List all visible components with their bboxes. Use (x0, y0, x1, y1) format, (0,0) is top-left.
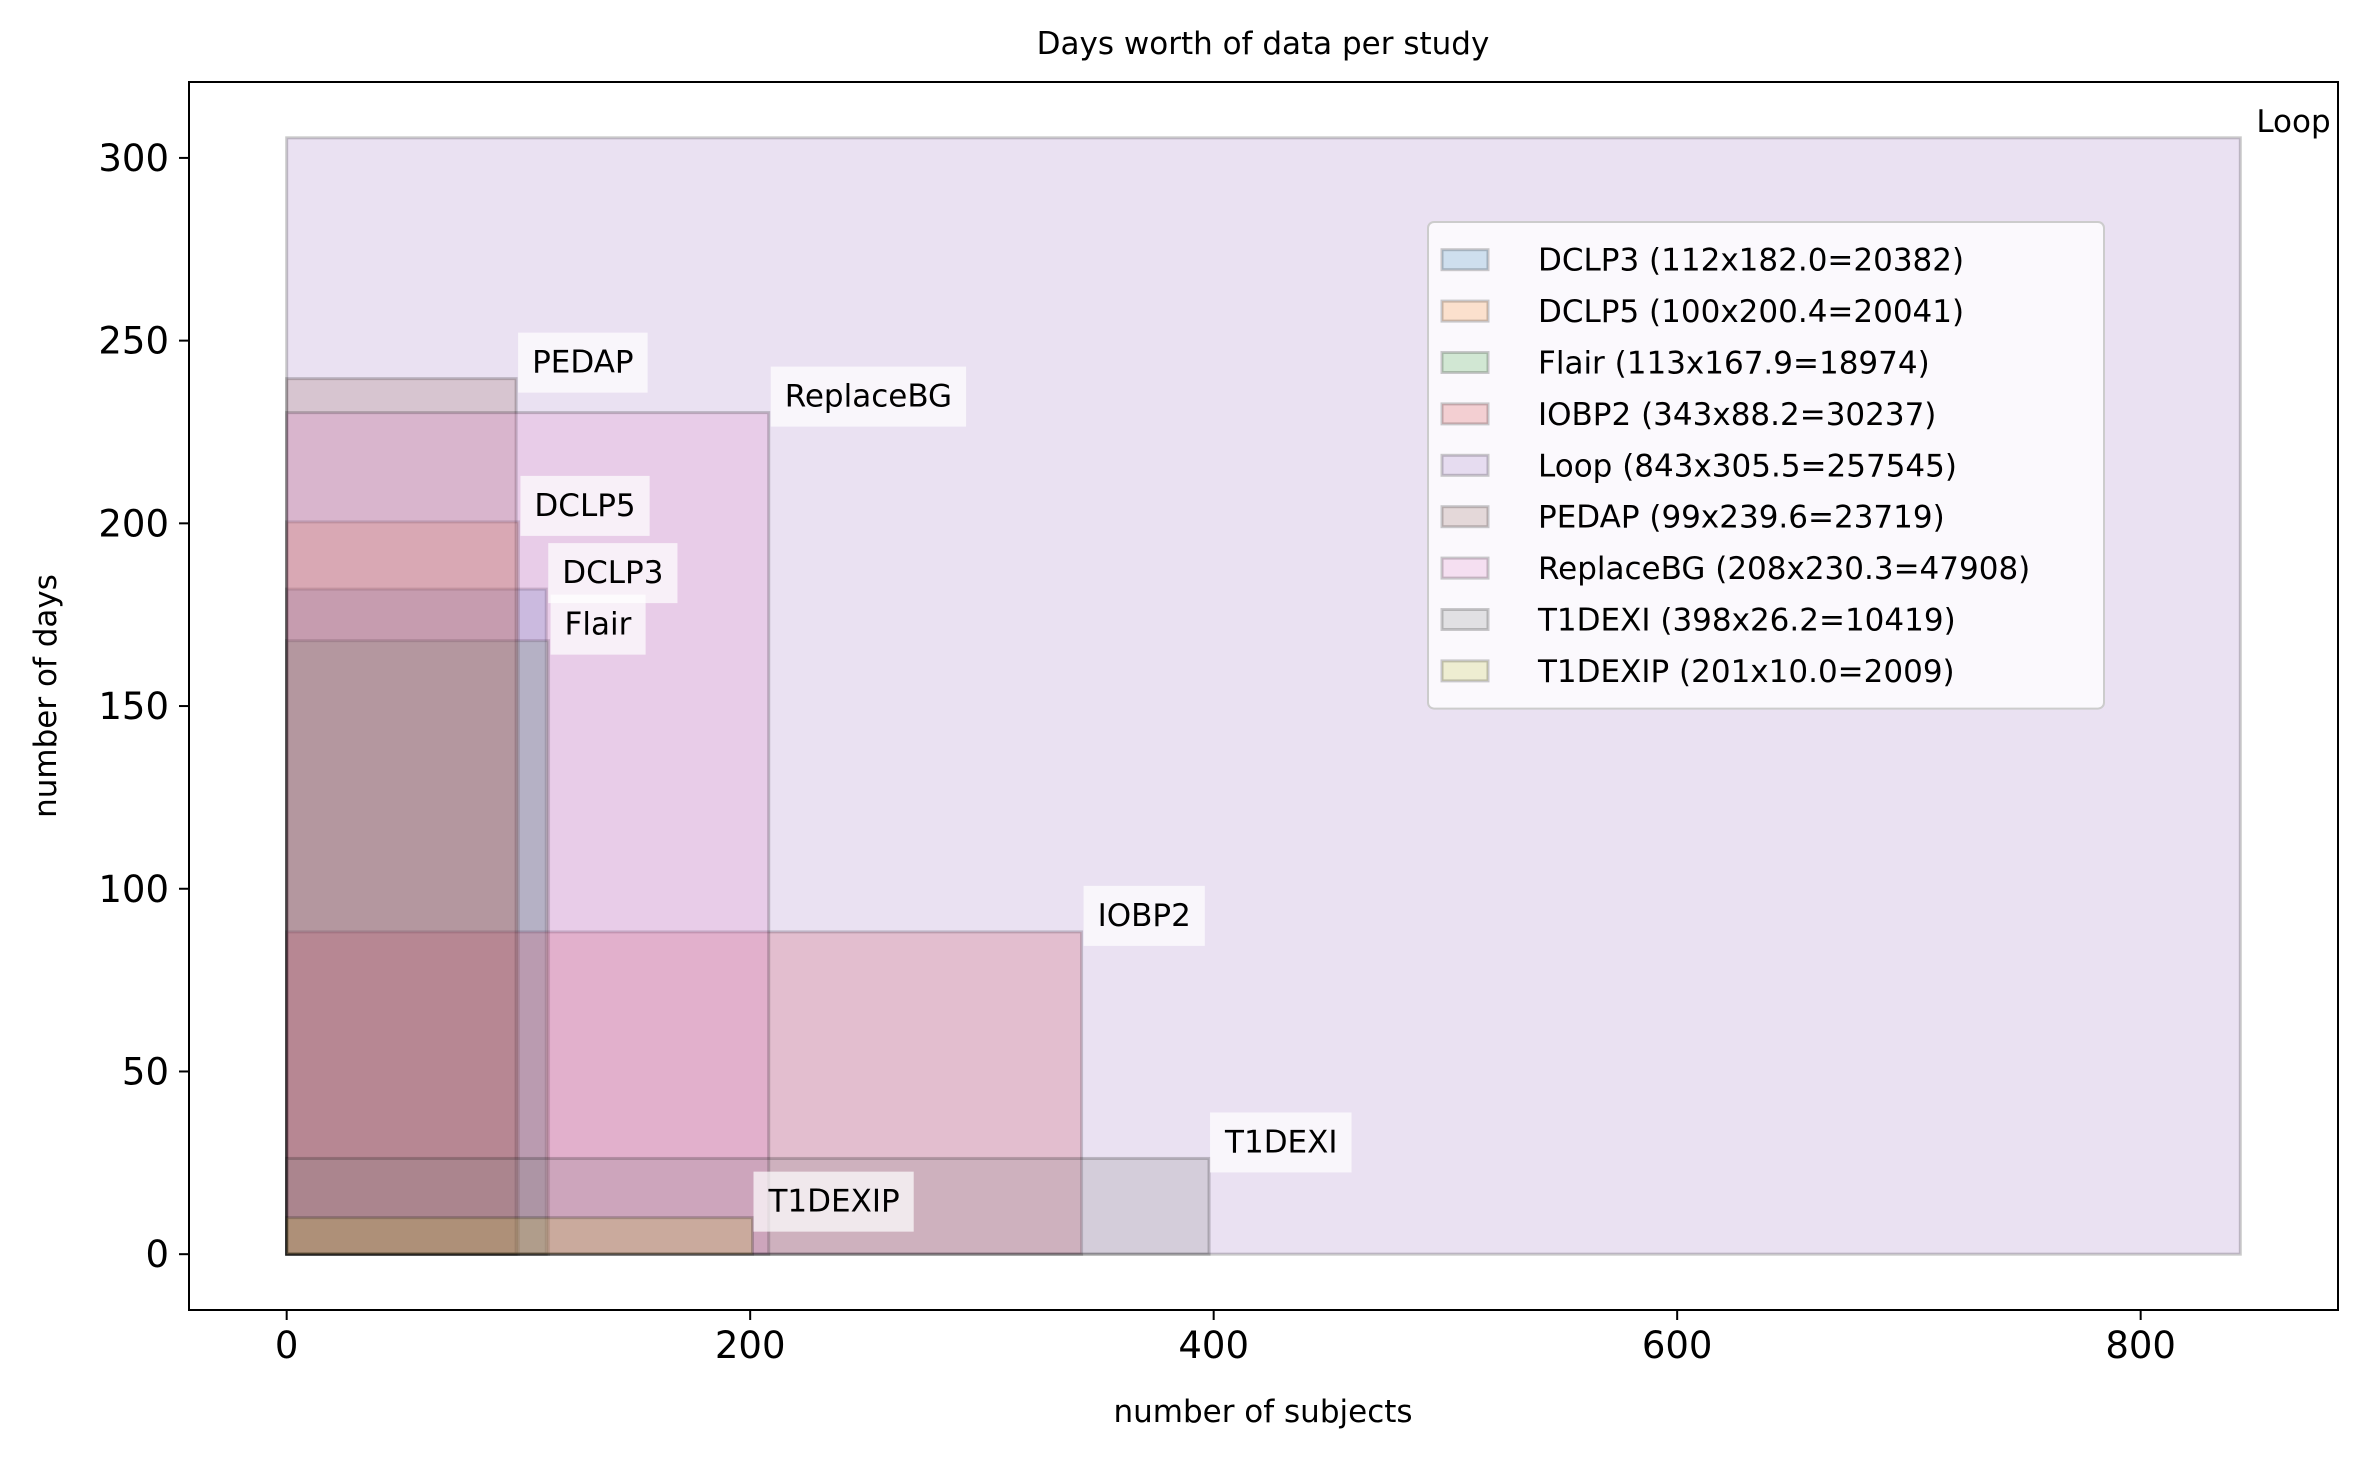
legend-item-t1dexi: T1DEXI (398x26.2=10419) (1440, 603, 1956, 639)
chart-title: Days worth of data per study (1037, 26, 1490, 62)
legend-item-flair: Flair (113x167.9=18974) (1440, 346, 1930, 382)
annotation-t1dexi: T1DEXI (1210, 1112, 1352, 1173)
legend-swatch (1440, 505, 1490, 529)
x-axis-label: number of subjects (1113, 1394, 1412, 1430)
legend-label: ReplaceBG (208x230.3=47908) (1538, 551, 2030, 587)
legend-item-loop: Loop (843x305.5=257545) (1440, 448, 1957, 484)
annotation-text-dclp5: DCLP5 (534, 488, 635, 524)
rect-flair (285, 639, 551, 1256)
annotation-dclp5: DCLP5 (520, 475, 650, 536)
annotation-bg-t1dexip (753, 1171, 914, 1232)
annotation-bg-iobp2 (1083, 885, 1205, 946)
rect-pedap (285, 377, 518, 1256)
axes-frame (188, 81, 2339, 1311)
annotation-bg-loop (2242, 91, 2345, 152)
y-tick-label: 100 (98, 868, 169, 911)
y-axis: 0 50 100 150 200 250 300 (98, 137, 189, 1276)
x-tick-label: 600 (1642, 1324, 1713, 1367)
legend-swatch (1440, 351, 1490, 374)
annotation-text-loop: Loop (2256, 104, 2330, 140)
annotation-bg-flair (550, 594, 646, 655)
x-tick-label: 200 (715, 1324, 786, 1367)
annotation-bg-dclp3 (548, 543, 678, 604)
legend-item-dclp3: DCLP3 (112x182.0=20382) (1440, 243, 1964, 279)
annotation-t1dexip: T1DEXIP (753, 1171, 914, 1232)
y-tick-label: 50 (122, 1050, 169, 1093)
rect-t1dexi (285, 1156, 1211, 1256)
annotation-pedap: PEDAP (518, 332, 648, 393)
legend-item-iobp2: IOBP2 (343x88.2=30237) (1440, 397, 1936, 433)
annotation-text-replacebg: ReplaceBG (785, 379, 952, 415)
legend: DCLP3 (112x182.0=20382) DCLP5 (100x200.4=… (1427, 221, 2105, 710)
y-tick-label: 300 (98, 137, 169, 180)
legend-item-dclp5: DCLP5 (100x200.4=20041) (1440, 294, 1964, 330)
annotation-text-t1dexip: T1DEXIP (767, 1184, 899, 1220)
legend-swatch (1440, 659, 1490, 683)
annotation-replacebg: ReplaceBG (770, 366, 967, 427)
annotation-text-pedap: PEDAP (532, 345, 634, 381)
x-tick-label: 0 (275, 1324, 299, 1367)
annotation-text-dclp3: DCLP3 (562, 555, 663, 591)
annotation-bg-replacebg (770, 366, 967, 427)
legend-label: Loop (843x305.5=257545) (1538, 448, 1957, 484)
legend-label: PEDAP (99x239.6=23719) (1538, 500, 1945, 536)
annotation-bg-t1dexi (1210, 1112, 1352, 1173)
legend-swatch (1440, 402, 1490, 426)
legend-label: IOBP2 (343x88.2=30237) (1538, 397, 1936, 433)
annotation-flair: Flair (550, 594, 646, 655)
legend-swatch (1440, 556, 1490, 580)
legend-label: DCLP5 (100x200.4=20041) (1538, 294, 1964, 330)
annotation-dclp3: DCLP3 (548, 543, 678, 604)
y-tick-label: 250 (98, 320, 169, 363)
legend-item-t1dexip: T1DEXIP (201x10.0=2009) (1440, 654, 1955, 690)
legend-label: Flair (113x167.9=18974) (1538, 346, 1930, 382)
legend-swatch (1440, 453, 1490, 477)
y-tick-label: 0 (145, 1233, 169, 1276)
legend-label: T1DEXIP (201x10.0=2009) (1537, 654, 1955, 690)
annotation-bg-pedap (518, 332, 648, 393)
y-axis-label: number of days (28, 574, 64, 818)
annotation-text-t1dexi: T1DEXI (1224, 1124, 1338, 1160)
legend-box (1427, 221, 2105, 710)
rect-dclp5 (285, 520, 520, 1256)
y-tick-label: 200 (98, 502, 169, 545)
legend-swatch (1440, 608, 1490, 631)
annotation-text-flair: Flair (565, 607, 632, 643)
legend-label: DCLP3 (112x182.0=20382) (1538, 243, 1964, 279)
annotation-text-iobp2: IOBP2 (1098, 898, 1191, 934)
x-axis: 0 200 400 600 800 (275, 1310, 2176, 1367)
x-tick-label: 400 (1178, 1324, 1249, 1367)
legend-swatch (1440, 248, 1490, 272)
annotation-bg-dclp5 (520, 475, 650, 536)
annotation-labels-layer: DCLP3 DCLP5 Flair IOBP2 Loop PEDAP ReplaceBG T1… (518, 91, 2345, 1232)
annotation-loop: Loop (2242, 91, 2345, 152)
annotation-iobp2: IOBP2 (1083, 885, 1205, 946)
rect-replacebg (285, 411, 771, 1256)
x-tick-label: 800 (2105, 1324, 2176, 1367)
rect-iobp2 (285, 930, 1084, 1256)
legend-swatch (1440, 299, 1490, 323)
y-tick-label: 150 (98, 685, 169, 728)
rect-dclp3 (285, 587, 548, 1256)
legend-item-replacebg: ReplaceBG (208x230.3=47908) (1440, 551, 2030, 587)
rect-t1dexip (285, 1216, 754, 1256)
legend-item-pedap: PEDAP (99x239.6=23719) (1440, 500, 1945, 536)
legend-label: T1DEXI (398x26.2=10419) (1537, 603, 1956, 639)
